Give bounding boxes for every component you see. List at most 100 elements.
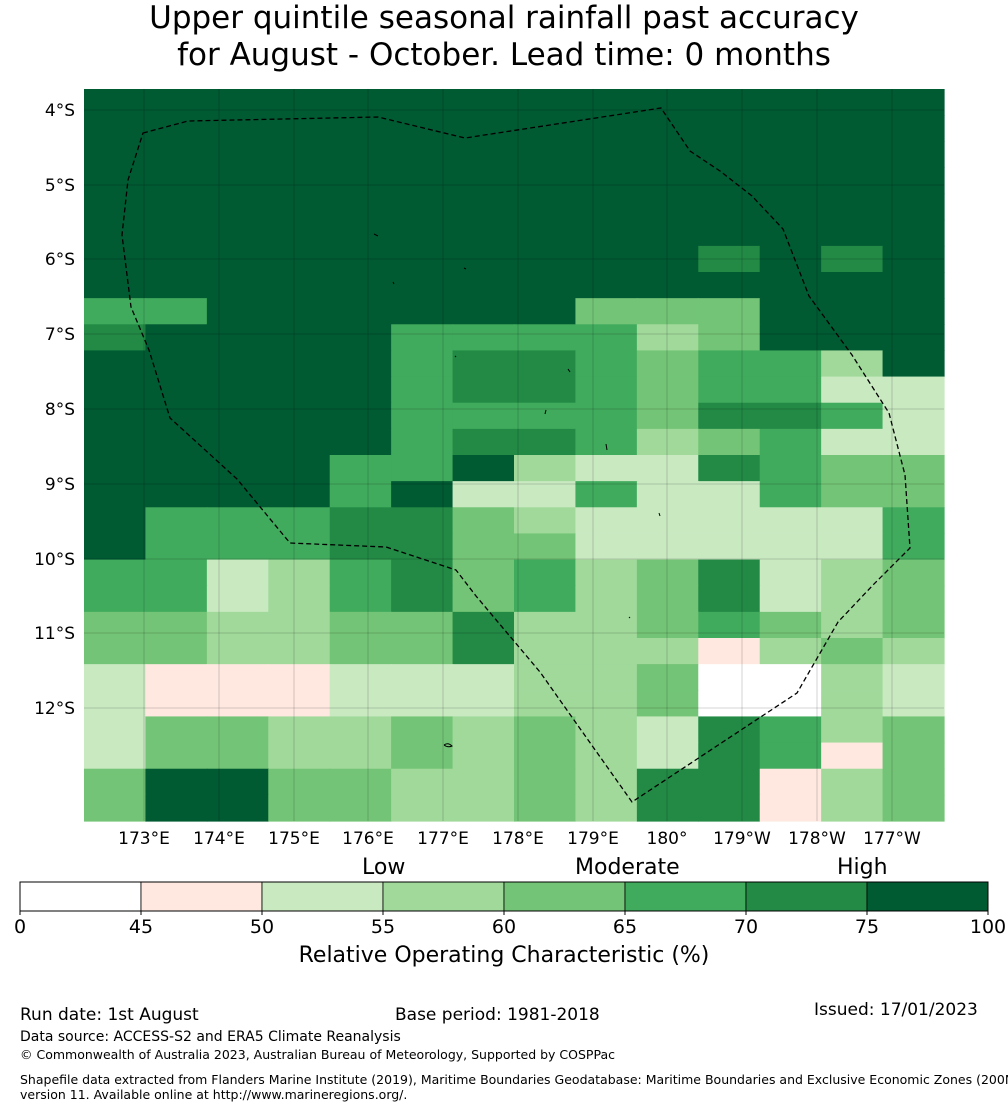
map-cell bbox=[329, 559, 392, 587]
map-cell bbox=[206, 167, 269, 195]
map-cell bbox=[391, 455, 454, 482]
map-cell bbox=[821, 664, 884, 691]
map-cell bbox=[882, 611, 945, 639]
map-cell bbox=[759, 742, 822, 770]
map-cell bbox=[636, 455, 699, 482]
map-cell bbox=[145, 690, 208, 718]
map-cell bbox=[882, 455, 945, 482]
map-cell bbox=[575, 350, 638, 378]
map-cell bbox=[329, 455, 392, 482]
map-cell bbox=[698, 428, 761, 456]
map-cell bbox=[145, 141, 208, 169]
map-cell bbox=[514, 402, 577, 430]
map-cell bbox=[329, 219, 392, 247]
map-cell bbox=[821, 481, 884, 508]
map-cell bbox=[821, 742, 884, 770]
colorbar-tick-label: 75 bbox=[855, 916, 879, 938]
map-cell bbox=[329, 742, 392, 770]
map-cell bbox=[452, 89, 515, 116]
map-cell bbox=[882, 585, 945, 613]
map-cell bbox=[391, 690, 454, 718]
map-cell bbox=[821, 115, 884, 142]
map-cell bbox=[514, 193, 577, 221]
map-cell bbox=[145, 559, 208, 587]
map-cell bbox=[882, 664, 945, 691]
map-cell bbox=[391, 245, 454, 273]
map-cell bbox=[268, 742, 331, 770]
chart-title-line-1: Upper quintile seasonal rainfall past ac… bbox=[149, 0, 859, 36]
map-cell bbox=[636, 89, 699, 116]
map-cell bbox=[329, 768, 392, 796]
map-cell bbox=[391, 428, 454, 456]
colorbar-segment bbox=[745, 881, 868, 912]
map-cell bbox=[514, 664, 577, 691]
map-cell bbox=[636, 298, 699, 325]
map-cell bbox=[636, 272, 699, 299]
map-cell bbox=[206, 533, 269, 561]
map-cell bbox=[391, 115, 454, 142]
map-cell bbox=[329, 611, 392, 639]
map-cell bbox=[391, 324, 454, 352]
map-cell bbox=[206, 350, 269, 378]
map-cell bbox=[84, 402, 147, 430]
map-cell bbox=[821, 768, 884, 796]
island bbox=[463, 267, 467, 270]
map-cell bbox=[145, 533, 208, 561]
map-cell bbox=[206, 115, 269, 142]
map-cell bbox=[145, 350, 208, 378]
map-cell bbox=[206, 455, 269, 482]
map-cell bbox=[391, 376, 454, 404]
map-cell bbox=[698, 245, 761, 273]
map-cell bbox=[821, 690, 884, 718]
latitude-label: 9°S bbox=[45, 475, 75, 495]
map-cell bbox=[882, 245, 945, 273]
map-cell bbox=[882, 690, 945, 718]
map-cell bbox=[514, 350, 577, 378]
map-cell bbox=[575, 638, 638, 665]
map-cell bbox=[882, 507, 945, 535]
colorbar-segment bbox=[624, 881, 747, 912]
map-cell bbox=[514, 245, 577, 273]
map-cell bbox=[575, 455, 638, 482]
map-cell bbox=[636, 193, 699, 221]
map-cell bbox=[882, 402, 945, 430]
map-cell bbox=[145, 481, 208, 508]
map-cell bbox=[329, 324, 392, 352]
map-cell bbox=[452, 638, 515, 665]
map-cell bbox=[84, 193, 147, 221]
island bbox=[443, 743, 453, 748]
map-cell bbox=[698, 89, 761, 116]
longitude-label: 177°W bbox=[863, 829, 921, 849]
map-cell bbox=[575, 219, 638, 247]
map-cell bbox=[821, 638, 884, 665]
colorbar-tick-label: 70 bbox=[734, 916, 758, 938]
colorbar-tick-label: 60 bbox=[492, 916, 516, 938]
map-cell bbox=[84, 376, 147, 404]
map-cell bbox=[391, 481, 454, 508]
map-cell bbox=[145, 742, 208, 770]
map-cell bbox=[882, 376, 945, 404]
map-cell bbox=[821, 533, 884, 561]
colorbar-tick-label: 65 bbox=[613, 916, 637, 938]
map-cell bbox=[636, 428, 699, 456]
map-cell bbox=[268, 141, 331, 169]
map-cell bbox=[206, 559, 269, 587]
map-cell bbox=[759, 533, 822, 561]
colorbar-segment bbox=[140, 881, 263, 912]
map-cell bbox=[84, 272, 147, 299]
map-cell bbox=[329, 115, 392, 142]
map-cell bbox=[821, 245, 884, 273]
map-cell bbox=[882, 219, 945, 247]
map-cell bbox=[636, 794, 699, 822]
map-cell bbox=[882, 716, 945, 744]
map-cell bbox=[821, 376, 884, 404]
map-cell bbox=[84, 559, 147, 587]
map-cell bbox=[636, 664, 699, 691]
map-cell bbox=[759, 507, 822, 535]
map-cell bbox=[329, 193, 392, 221]
map-cell bbox=[698, 559, 761, 587]
map-cell bbox=[84, 794, 147, 822]
map-cell bbox=[759, 376, 822, 404]
map-cell bbox=[759, 428, 822, 456]
